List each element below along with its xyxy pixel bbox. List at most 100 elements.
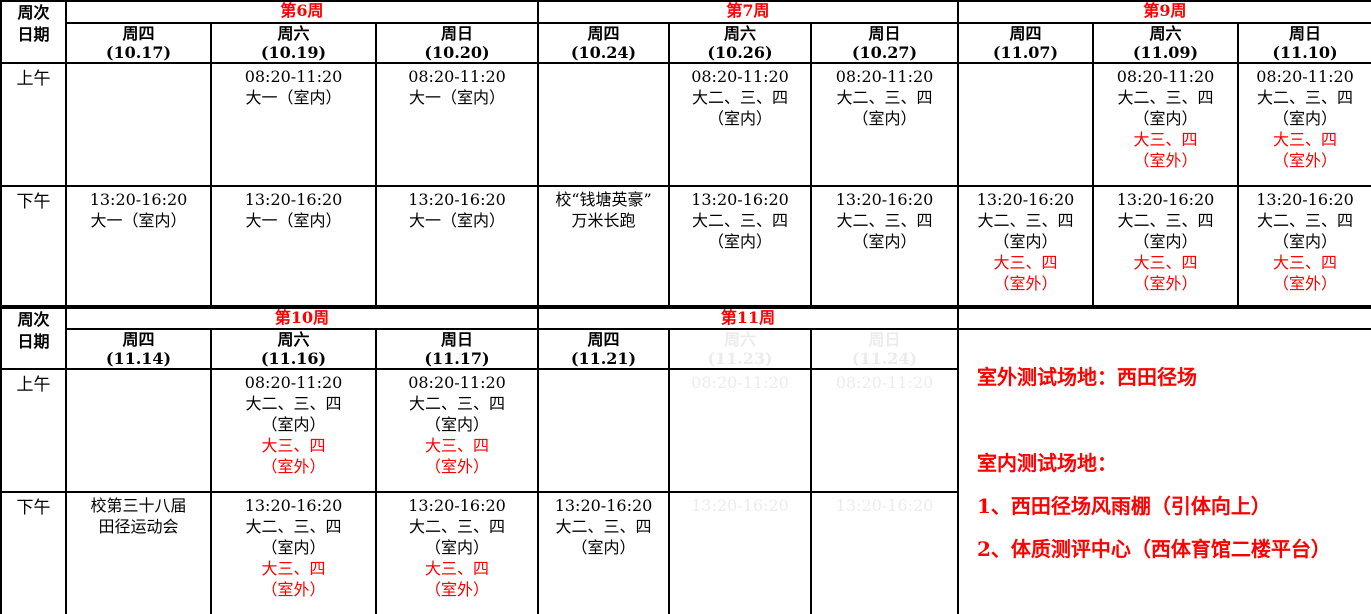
day-header-w11-sat-ghost: 周六 (11.23) bbox=[668, 328, 812, 370]
cell-text: 08:20-11:20 大二、三、四 （室内） bbox=[1116, 67, 1215, 128]
row-label-afternoon-2: 下午 bbox=[0, 491, 67, 614]
day-header-row-2: 周四 (11.14) 周六 (11.16) 周日 (11.17) 周四 (11.… bbox=[1, 328, 1371, 614]
cell-w7-sat-pm: 13:20-16:20 大二、三、四 （室内） bbox=[668, 185, 812, 309]
cell-w10-sat-am: 08:20-11:20 大二、三、四 （室内） 大三、四 （室外） bbox=[210, 368, 377, 493]
cell-text-outdoor: 大三、四 （室外） bbox=[261, 559, 326, 599]
cell-w6-sat-am: 08:20-11:20 大一（室内） bbox=[210, 62, 377, 187]
cell-text: 08:20-11:20 大二、三、四 （室内） bbox=[835, 67, 934, 128]
cell-text: 13:20-16:20 大二、三、四 （室内） bbox=[244, 496, 343, 557]
test-venue-notes: 室外测试场地：西田径场 室内测试场地： 1、西田径场风雨棚（引体向上） 2、体质… bbox=[960, 331, 1370, 571]
cell-w9-sun-am: 08:20-11:20 大二、三、四 （室内） 大三、四 （室外） bbox=[1237, 62, 1371, 187]
day-header-w7-sun: 周日 (10.27) bbox=[810, 22, 959, 64]
day-header-w7-sat: 周六 (10.26) bbox=[668, 22, 812, 64]
day-header-w6-thu: 周四 (10.17) bbox=[65, 22, 212, 64]
day-header-w7-thu: 周四 (10.24) bbox=[537, 22, 670, 64]
cell-w10-thu-am bbox=[65, 368, 212, 493]
week-title-6: 第6周 bbox=[65, 0, 539, 24]
day-header-w10-thu: 周四 (11.14) bbox=[65, 328, 212, 370]
cell-text: 13:20-16:20 大一（室内） bbox=[408, 190, 506, 230]
morning-row-2: 上午 08:20-11:20 大二、三、四 （室内） 大三、四 （室外） 08:2… bbox=[0, 368, 1371, 493]
day-header-w10-sat: 周六 (11.16) bbox=[210, 328, 377, 370]
week-title-row-2: 周次 日期 第10周 第11周 bbox=[0, 306, 1371, 370]
cell-text: 13:20-16:20 大二、三、四 （室内） bbox=[554, 496, 653, 557]
cell-text: 08:20-11:20 大二、三、四 （室内） bbox=[1256, 67, 1354, 128]
cell-w10-sun-am: 08:20-11:20 大二、三、四 （室内） 大三、四 （室外） bbox=[375, 368, 539, 493]
cell-w11-thu-am bbox=[537, 368, 670, 493]
afternoon-row-1: 下午 13:20-16:20 大一（室内） 13:20-16:20 大一（室内）… bbox=[0, 185, 1371, 309]
cell-w10-thu-pm: 校第三十八届 田径运动会 bbox=[65, 491, 212, 614]
day-header-w9-sun: 周日 (11.10) bbox=[1237, 22, 1371, 64]
week-title-row-1: 周次 日期 第6周 第7周 第9周 bbox=[0, 0, 1371, 64]
cell-w6-sun-pm: 13:20-16:20 大一（室内） bbox=[375, 185, 539, 309]
cell-w6-thu-am bbox=[65, 62, 212, 187]
indoor-venue-item-2: 2、体质测评中心（西体育馆二楼平台） bbox=[977, 537, 1331, 561]
cell-w11-sat-am-ghost: 08:20-11:20 bbox=[668, 368, 812, 493]
day-header-w9-sat: 周六 (11.09) bbox=[1092, 22, 1239, 64]
day-header-w11-thu: 周四 (11.21) bbox=[537, 328, 670, 370]
corner-week-date-label-2: 周次 日期 bbox=[0, 306, 67, 370]
corner-week-date-label: 周次 日期 bbox=[0, 0, 67, 64]
cell-text: 13:20-16:20 大一（室内） bbox=[244, 190, 343, 230]
cell-text-ghost: 13:20-16:20 bbox=[691, 496, 789, 515]
cell-text: 13:20-16:20 大二、三、四 （室内） bbox=[691, 190, 789, 251]
day-header-w11-sun-ghost: 周日 (11.24) bbox=[810, 328, 959, 370]
cell-text: 校第三十八届 田径运动会 bbox=[90, 496, 187, 536]
afternoon-row-2: 下午 校第三十八届 田径运动会 13:20-16:20 大二、三、四 （室内）大… bbox=[0, 491, 1371, 614]
cell-w7-sun-pm: 13:20-16:20 大二、三、四 （室内） bbox=[810, 185, 959, 309]
outdoor-venue-note: 室外测试场地：西田径场 bbox=[977, 365, 1197, 389]
day-header-w6-sun: 周日 (10.20) bbox=[375, 22, 539, 64]
cell-text: 08:20-11:20 大二、三、四 （室内） bbox=[244, 373, 343, 434]
indoor-venue-title: 室内测试场地： bbox=[977, 451, 1117, 475]
test-venue-notes-cell: 室外测试场地：西田径场 室内测试场地： 1、西田径场风雨棚（引体向上） 2、体质… bbox=[957, 328, 1371, 614]
cell-w6-thu-pm: 13:20-16:20 大一（室内） bbox=[65, 185, 212, 309]
cell-w11-sun-pm-ghost: 13:20-16:20 bbox=[810, 491, 959, 614]
day-header-w9-thu: 周四 (11.07) bbox=[957, 22, 1094, 64]
cell-text-outdoor: 大三、四 （室外） bbox=[993, 253, 1058, 293]
day-header-w6-sat: 周六 (10.19) bbox=[210, 22, 377, 64]
row-label-afternoon-1: 下午 bbox=[0, 185, 67, 309]
cell-text: 13:20-16:20 大一（室内） bbox=[89, 190, 188, 230]
row-label-morning-1: 上午 bbox=[0, 62, 67, 187]
cell-text: 13:20-16:20 大二、三、四 （室内） bbox=[408, 496, 506, 557]
morning-row-1: 上午 08:20-11:20 大一（室内） 08:20-11:20 大一（室内）… bbox=[0, 62, 1371, 187]
cell-w6-sun-am: 08:20-11:20 大一（室内） bbox=[375, 62, 539, 187]
cell-text: 08:20-11:20 大二、三、四 （室内） bbox=[691, 67, 789, 128]
indoor-venue-item-1: 1、西田径场风雨棚（引体向上） bbox=[977, 494, 1271, 518]
cell-w7-thu-am bbox=[537, 62, 670, 187]
cell-w10-sat-pm: 13:20-16:20 大二、三、四 （室内） 大三、四 （室外） bbox=[210, 491, 377, 614]
cell-w6-sat-pm: 13:20-16:20 大一（室内） bbox=[210, 185, 377, 309]
cell-text-outdoor: 大三、四 （室外） bbox=[1272, 253, 1337, 293]
row-label-morning-2: 上午 bbox=[0, 368, 67, 493]
cell-text: 13:20-16:20 大二、三、四 （室内） bbox=[976, 190, 1075, 251]
cell-w9-sun-pm: 13:20-16:20 大二、三、四 （室内） 大三、四 （室外） bbox=[1237, 185, 1371, 309]
cell-text-outdoor: 大三、四 （室外） bbox=[424, 559, 489, 599]
cell-w11-sun-am-ghost: 08:20-11:20 bbox=[810, 368, 959, 493]
cell-text-outdoor: 大三、四 （室外） bbox=[1272, 130, 1337, 170]
cell-w9-thu-am bbox=[957, 62, 1094, 187]
week-title-9: 第9周 bbox=[957, 0, 1371, 24]
cell-text-outdoor: 大三、四 （室外） bbox=[424, 436, 489, 476]
cell-w10-sun-pm: 13:20-16:20 大二、三、四 （室内） 大三、四 （室外） bbox=[375, 491, 539, 614]
cell-w11-thu-pm: 13:20-16:20 大二、三、四 （室内） bbox=[537, 491, 670, 614]
cell-w9-sat-pm: 13:20-16:20 大二、三、四 （室内） 大三、四 （室外） bbox=[1092, 185, 1239, 309]
cell-text-outdoor: 大三、四 （室外） bbox=[1133, 253, 1198, 293]
cell-text: 08:20-11:20 大二、三、四 （室内） bbox=[408, 373, 506, 434]
week-title-11: 第11周 bbox=[537, 306, 959, 330]
empty-strip-cell bbox=[957, 306, 1371, 330]
cell-text-outdoor: 大三、四 （室外） bbox=[261, 436, 326, 476]
cell-text-ghost: 08:20-11:20 bbox=[835, 373, 934, 392]
cell-text: 13:20-16:20 大二、三、四 （室内） bbox=[1116, 190, 1215, 251]
cell-w11-sat-pm-ghost: 13:20-16:20 bbox=[668, 491, 812, 614]
week-title-7: 第7周 bbox=[537, 0, 959, 24]
cell-text: 13:20-16:20 大二、三、四 （室内） bbox=[1256, 190, 1354, 251]
cell-text-ghost: 13:20-16:20 bbox=[835, 496, 934, 515]
cell-text: 08:20-11:20 大一（室内） bbox=[408, 67, 506, 107]
cell-w7-sun-am: 08:20-11:20 大二、三、四 （室内） bbox=[810, 62, 959, 187]
cell-w9-sat-am: 08:20-11:20 大二、三、四 （室内） 大三、四 （室外） bbox=[1092, 62, 1239, 187]
cell-w9-thu-pm: 13:20-16:20 大二、三、四 （室内） 大三、四 （室外） bbox=[957, 185, 1094, 309]
cell-text-outdoor: 大三、四 （室外） bbox=[1133, 130, 1198, 170]
day-header-row-1: 周四 (10.17) 周六 (10.19) 周日 (10.20) 周四 (10.… bbox=[1, 22, 1371, 64]
cell-text: 13:20-16:20 大二、三、四 （室内） bbox=[835, 190, 934, 251]
